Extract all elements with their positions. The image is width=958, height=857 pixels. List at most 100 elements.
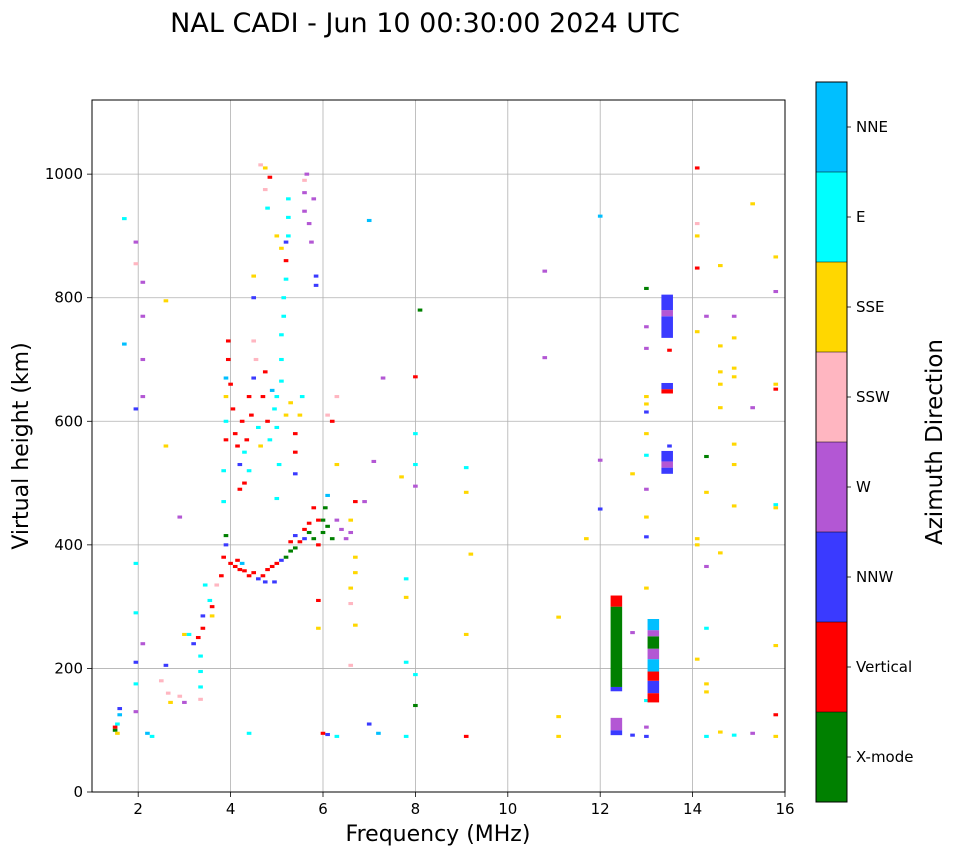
echo-point — [694, 537, 700, 541]
echo-point — [329, 537, 335, 541]
echo-point — [348, 602, 354, 606]
echo-point — [209, 605, 215, 609]
colorbar-tick-label: SSW — [856, 388, 890, 406]
echo-point — [773, 644, 779, 648]
echo-point — [251, 274, 257, 278]
echo-column-band — [661, 316, 673, 338]
echo-point — [283, 413, 289, 417]
echo-point — [283, 259, 289, 263]
echo-point — [200, 626, 206, 630]
colorbar-segment — [816, 622, 847, 712]
echo-point — [718, 406, 723, 410]
echo-point — [265, 419, 270, 423]
echo-point — [704, 734, 709, 738]
echo-point — [223, 543, 229, 547]
echo-point — [269, 388, 275, 392]
echo-point — [286, 234, 291, 238]
echo-point — [272, 407, 277, 411]
echo-point — [207, 598, 213, 603]
echo-point — [704, 682, 709, 686]
echo-point — [644, 734, 649, 738]
echo-point — [265, 568, 270, 572]
echo-point — [299, 395, 305, 399]
echo-point — [667, 348, 672, 352]
echo-point — [325, 413, 330, 417]
echo-point — [292, 432, 298, 436]
echo-point — [399, 475, 404, 479]
echo-point — [145, 731, 150, 735]
echo-point — [348, 530, 354, 535]
echo-point — [195, 635, 201, 640]
echo-point — [644, 453, 649, 457]
x-tick-label: 2 — [133, 800, 143, 818]
echo-point — [731, 462, 737, 467]
colorbar-segment — [816, 262, 847, 352]
echo-point — [186, 632, 192, 636]
echo-point — [325, 493, 330, 497]
echo-column-band — [647, 648, 660, 660]
echo-point — [463, 490, 469, 494]
echo-point — [117, 707, 123, 711]
colorbar-segment — [816, 532, 847, 622]
echo-point — [258, 444, 263, 448]
echo-point — [644, 535, 649, 539]
echo-point — [542, 269, 548, 273]
echo-point — [265, 206, 270, 210]
echo-point — [288, 401, 293, 405]
echo-point — [371, 459, 377, 463]
echo-point — [644, 515, 649, 519]
echo-point — [542, 356, 548, 360]
x-tick-label: 16 — [775, 800, 794, 818]
echo-point — [348, 663, 354, 667]
echo-point — [334, 395, 340, 399]
echo-point — [242, 481, 247, 485]
echo-column-band — [661, 382, 673, 390]
echo-point — [380, 376, 386, 380]
echo-point — [242, 450, 247, 454]
echo-point — [694, 222, 700, 226]
echo-point — [228, 382, 233, 386]
echo-point — [274, 395, 280, 399]
echo-point — [413, 703, 418, 708]
echo-point — [209, 614, 215, 618]
echo-point — [718, 370, 723, 374]
echo-point — [163, 663, 169, 667]
echo-point — [306, 530, 312, 535]
echo-point — [292, 472, 298, 476]
echo-column-band — [610, 595, 623, 607]
echo-point — [644, 586, 649, 590]
echo-point — [311, 197, 317, 201]
echo-point — [316, 518, 321, 522]
echo-point — [694, 166, 700, 170]
echo-point — [403, 734, 409, 738]
echo-point — [413, 375, 418, 379]
echo-point — [302, 537, 307, 541]
echo-point — [267, 175, 273, 179]
echo-point — [731, 733, 737, 737]
echo-point — [773, 289, 779, 294]
echo-point — [353, 555, 358, 559]
echo-point — [274, 561, 280, 565]
echo-point — [704, 690, 709, 694]
echo-point — [262, 580, 268, 584]
echo-point — [235, 558, 240, 562]
echo-point — [198, 669, 203, 674]
x-tick-label: 4 — [226, 800, 236, 818]
colorbar-segment — [816, 712, 847, 802]
echo-point — [133, 561, 139, 565]
echo-column-band — [661, 294, 673, 311]
echo-point — [274, 425, 280, 430]
echo-point — [279, 379, 284, 383]
echo-point — [750, 202, 755, 206]
echo-point — [316, 626, 321, 630]
echo-point — [115, 722, 120, 726]
echo-point — [286, 197, 291, 201]
echo-point — [237, 568, 243, 572]
echo-point — [463, 632, 469, 636]
echo-point — [177, 694, 183, 698]
echo-column-band — [647, 619, 660, 631]
echo-point — [718, 730, 723, 734]
echo-point — [694, 543, 700, 547]
echo-point — [750, 731, 755, 735]
echo-point — [163, 444, 169, 448]
